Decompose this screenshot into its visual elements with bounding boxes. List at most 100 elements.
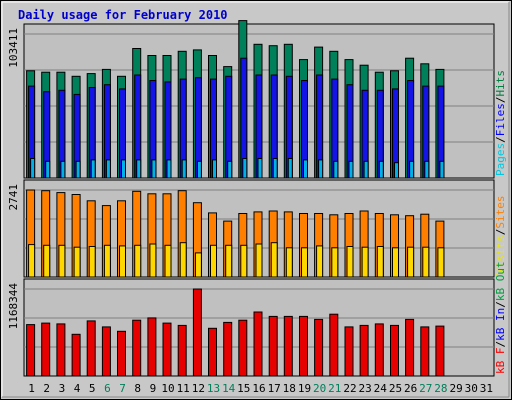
bar-kb-f [329,313,339,377]
panel-hits: 103411 Pages/Files/Hits [7,20,507,179]
legend-entry: kB F [494,348,507,375]
bar-visits [88,246,96,278]
bar-pages [318,159,324,179]
bar-kb-f [86,320,96,377]
legend-entry: kB In [494,308,507,341]
x-tick-label: 2 [43,382,50,395]
x-tick-label: 13 [207,382,220,395]
bar-kb-f [253,311,263,377]
x-tick-label: 30 [465,382,478,395]
bar-kb-f [359,324,369,377]
x-tick-label: 12 [192,382,205,395]
bar-kb-f [344,326,354,377]
bar-pages [272,158,278,179]
bar-pages [242,158,248,179]
bar-visits [316,245,324,278]
bar-kb-f [435,325,445,377]
bar-kb-f [405,318,415,377]
bar-kb-f [26,324,36,377]
bar-visits [270,242,278,278]
bar-visits [422,246,430,278]
x-tick-label: 24 [374,382,388,395]
bar-visits [103,244,111,278]
bar-kb-f [390,324,399,377]
x-tick-label: 25 [389,382,402,395]
legend-entry: Visits [494,235,507,275]
panel-kbytes: 1168344 kB F/kB In/kB Out [7,261,507,377]
bar-kb-f [192,288,202,377]
x-tick-label: 21 [328,382,341,395]
legend-entry: Files [494,103,507,136]
bar-visits [376,246,384,278]
chart-title: Daily usage for February 2010 [18,8,228,22]
x-tick-label: 6 [104,382,111,395]
bar-pages [394,162,399,179]
bar-pages [409,160,415,179]
x-tick-label: 18 [283,382,296,395]
max-value-label: 1168344 [7,283,20,330]
bar-pages [303,159,308,179]
x-tick-label: 15 [237,382,250,395]
bar-pages [333,160,339,179]
bar-visits [407,246,415,278]
bar-kb-f [268,315,278,377]
bar-kb-f [41,322,51,377]
bar-pages [121,159,126,179]
bar-visits [119,245,126,278]
bar-kb-f [132,319,142,377]
x-tick-label: 19 [298,382,311,395]
bar-visits [392,247,399,278]
bar-visits [73,246,81,278]
bar-visits [361,246,369,278]
legend-entry: Pages [494,143,507,176]
bar-visits [134,244,142,278]
bar-kb-f [238,319,248,377]
x-tick-label: 9 [150,382,157,395]
x-tick-label: 1 [28,382,35,395]
bar-kb-f [101,326,111,377]
bar-kb-f [314,318,324,377]
x-tick-label: 5 [89,382,96,395]
bar-visits [301,247,308,278]
x-tick-label: 20 [313,382,326,395]
legend-entry: kB Out [494,261,507,301]
panel-legend: kB F/kB In/kB Out [494,261,507,374]
bar-visits [437,247,445,278]
bar-pages [257,158,263,179]
x-tick-label: 22 [343,382,356,395]
bar-visits [346,246,354,278]
bar-visits [28,244,36,278]
x-tick-label: 3 [59,382,66,395]
x-tick-label: 27 [419,382,432,395]
bar-pages [75,160,81,179]
x-tick-label: 29 [449,382,462,395]
bar-visits [58,244,66,278]
bar-kb-f [162,322,172,377]
bar-visits [331,247,339,278]
bar-pages [60,160,66,179]
panel-legend: Visits/Sites [494,196,507,276]
bar-kb-f [299,315,308,377]
bar-pages [287,158,293,179]
bar-visits [285,247,293,278]
bar-visits [255,243,263,278]
bar-visits [179,242,187,278]
x-tick-label: 7 [119,382,126,395]
bar-pages [166,159,172,179]
x-tick-label: 4 [74,382,81,395]
x-tick-label: 31 [480,382,493,395]
bar-kb-f [147,317,157,377]
bar-pages [136,159,142,179]
bar-pages [90,159,96,179]
bar-kb-f [71,333,81,377]
x-tick-label: 10 [161,382,174,395]
bar-kb-f [208,327,217,377]
bar-pages [45,160,51,179]
bar-kb-f [177,324,187,377]
max-value-label: 2741 [7,184,20,211]
bar-kb-f [283,315,293,377]
x-tick-label: 26 [404,382,417,395]
bar-visits [164,244,172,278]
bar-pages [212,159,217,179]
